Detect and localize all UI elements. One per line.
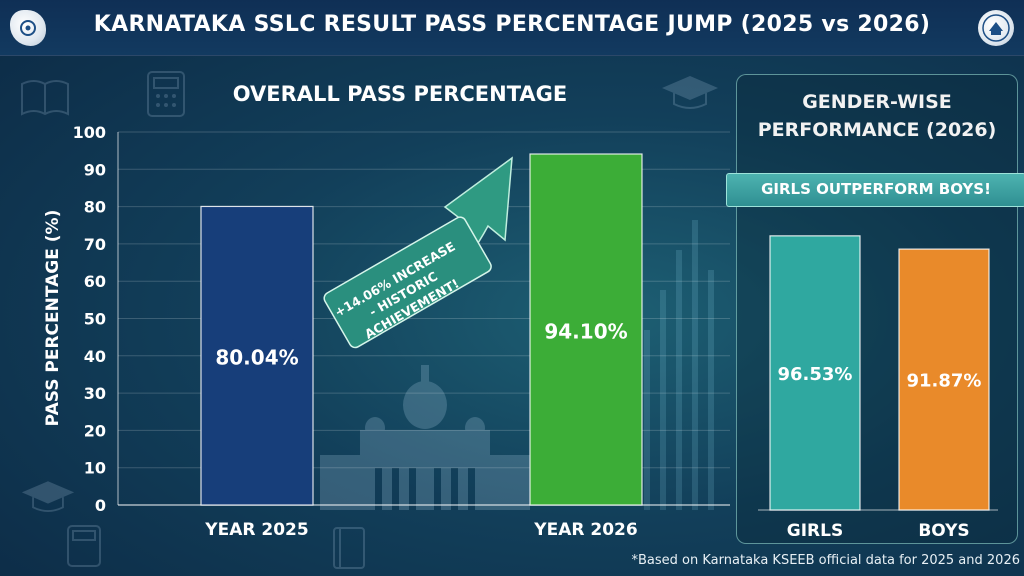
y-tick-label: 50: [84, 310, 106, 329]
source-footnote: *Based on Karnataka KSEEB official data …: [631, 553, 1020, 568]
overall-chart-title: OVERALL PASS PERCENTAGE: [232, 82, 568, 106]
overall-pass-chart: 0 10 20 30 40 50 60 70 80 90 100 PASS PERCENTAGE (%…: [43, 123, 643, 540]
y-tick-label: 90: [84, 160, 106, 179]
gender-chart: 96.53% GIRLS 91.87% BOYS: [758, 235, 998, 541]
y-tick-label: 40: [84, 347, 106, 366]
bar-value-label: 94.10%: [544, 320, 627, 344]
calculator-bottom-icon: [67, 525, 101, 567]
open-book-icon: [21, 80, 69, 116]
background-bars-decoration: [644, 220, 714, 510]
page-title: KARNATAKA SSLC RESULT PASS PERCENTAGE JU…: [93, 12, 931, 37]
book-icon: [333, 527, 365, 569]
y-tick-label: 80: [84, 198, 106, 217]
y-tick-label: 10: [84, 459, 106, 478]
x-category-label: YEAR 2025: [204, 520, 308, 540]
y-tick-label: 70: [84, 235, 106, 254]
karnataka-map-logo-icon: [10, 10, 46, 46]
gender-category-label: BOYS: [918, 521, 969, 541]
graduation-cap-bottom-icon: [21, 481, 75, 512]
bar-year-2025: [200, 205, 314, 506]
graduation-cap-icon: [662, 76, 718, 109]
y-tick-label: 100: [73, 123, 106, 142]
y-tick-label: 30: [84, 384, 106, 403]
gender-chart-title-line-1: GENDER-WISE: [802, 91, 952, 113]
gender-bar-value-label: 96.53%: [778, 364, 853, 385]
kseeb-seal-icon: [978, 10, 1014, 46]
bar-boys: [898, 248, 990, 511]
y-tick-label: 0: [95, 496, 106, 515]
y-axis-label: PASS PERCENTAGE (%): [43, 210, 63, 427]
gender-chart-title-line-2: PERFORMANCE (2026): [757, 119, 997, 141]
x-category-label: YEAR 2026: [533, 520, 637, 540]
y-tick-label: 60: [84, 272, 106, 291]
gender-bar-value-label: 91.87%: [907, 371, 982, 392]
bar-girls: [769, 235, 861, 511]
gender-chart-title: GENDER-WISE PERFORMANCE (2026): [736, 88, 1018, 144]
title-bar: [0, 0, 1024, 56]
girls-outperform-ribbon: GIRLS OUTPERFORM BOYS!: [726, 173, 1024, 207]
gender-category-label: GIRLS: [787, 521, 843, 541]
calculator-icon: [147, 71, 185, 117]
bar-value-label: 80.04%: [215, 346, 298, 370]
y-tick-label: 20: [84, 421, 106, 440]
increase-annotation-box: [323, 216, 492, 349]
bar-year-2026: [529, 153, 643, 506]
vidhana-soudha-building-icon: [320, 365, 530, 510]
